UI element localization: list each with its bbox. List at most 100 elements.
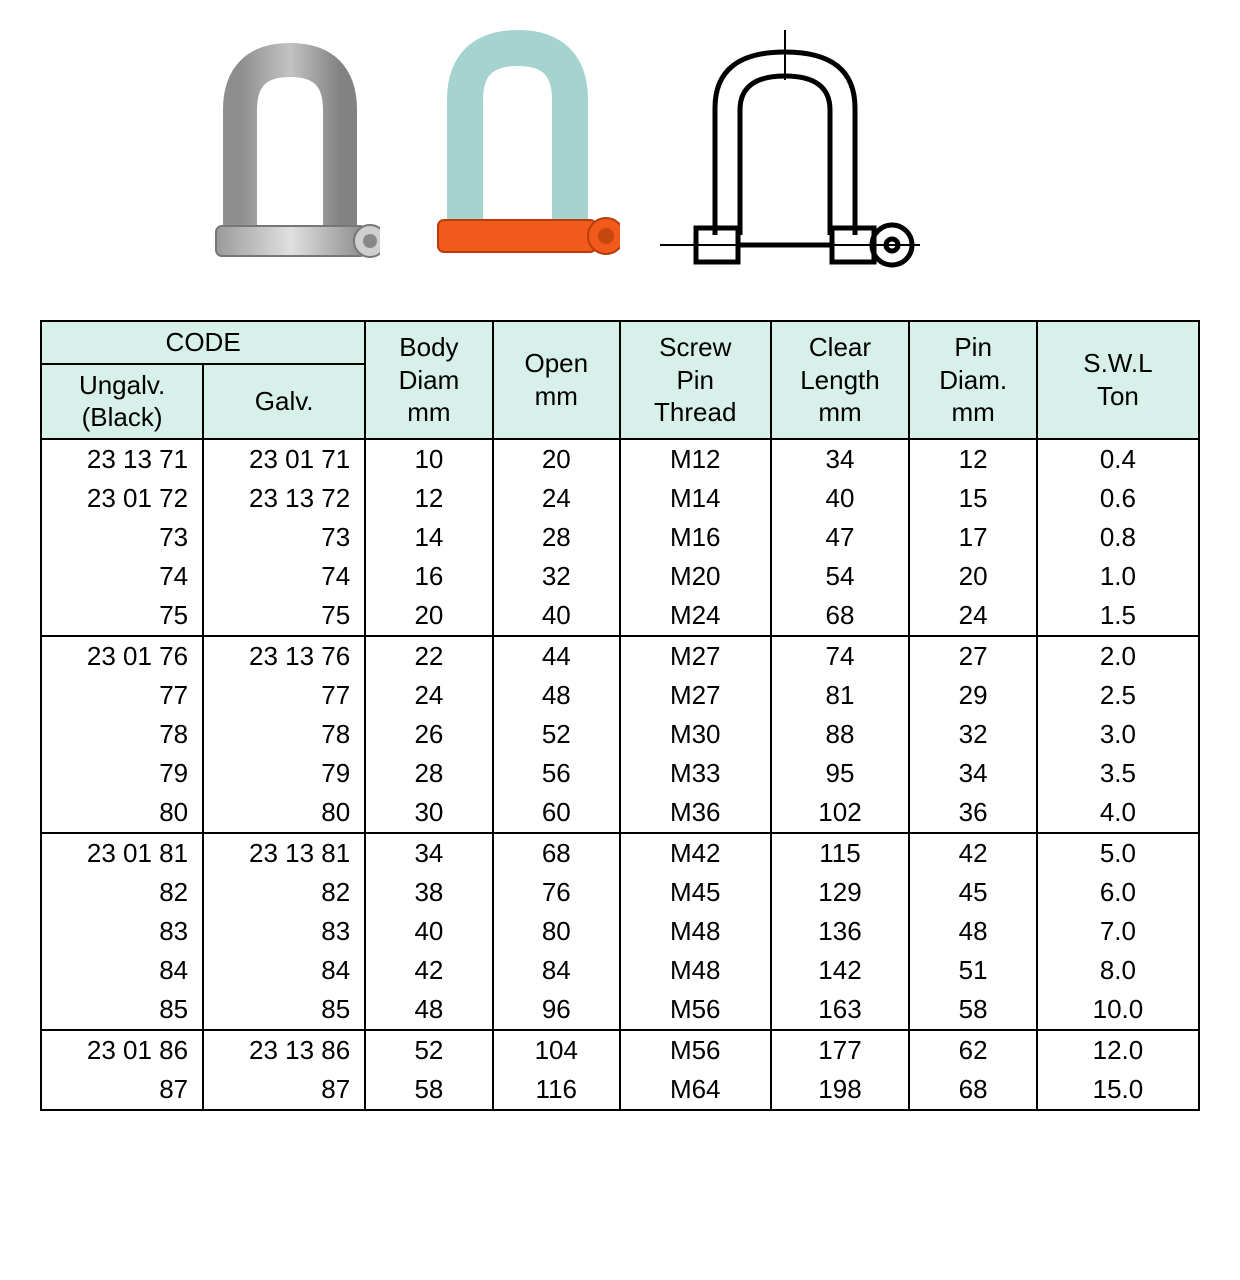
cell-ungalv: 75 (41, 596, 203, 636)
cell-pin-diam: 34 (909, 754, 1036, 793)
cell-swl: 3.5 (1037, 754, 1199, 793)
cell-body-diam: 40 (365, 912, 492, 951)
shackle-spec-table: CODE Body Diam mm Open mm Screw Pin Thre… (40, 320, 1200, 1111)
cell-galv: 78 (203, 715, 365, 754)
cell-clear-length: 115 (771, 833, 910, 873)
cell-swl: 1.5 (1037, 596, 1199, 636)
table-row: 79792856M3395343.5 (41, 754, 1199, 793)
cell-body-diam: 34 (365, 833, 492, 873)
cell-open: 44 (493, 636, 620, 676)
cell-swl: 0.6 (1037, 479, 1199, 518)
cell-screw-pin: M27 (620, 636, 771, 676)
table-row: 85854896M561635810.0 (41, 990, 1199, 1030)
cell-pin-diam: 27 (909, 636, 1036, 676)
cell-screw-pin: M20 (620, 557, 771, 596)
cell-galv: 83 (203, 912, 365, 951)
cell-body-diam: 10 (365, 439, 492, 479)
cell-pin-diam: 12 (909, 439, 1036, 479)
cell-body-diam: 58 (365, 1070, 492, 1110)
cell-body-diam: 24 (365, 676, 492, 715)
cell-swl: 0.8 (1037, 518, 1199, 557)
header-pin-diam: Pin Diam. mm (909, 321, 1036, 439)
cell-swl: 7.0 (1037, 912, 1199, 951)
table-row: 75752040M2468241.5 (41, 596, 1199, 636)
cell-open: 84 (493, 951, 620, 990)
cell-pin-diam: 32 (909, 715, 1036, 754)
table-row: 74741632M2054201.0 (41, 557, 1199, 596)
cell-ungalv: 23 01 72 (41, 479, 203, 518)
cell-clear-length: 40 (771, 479, 910, 518)
cell-open: 76 (493, 873, 620, 912)
cell-body-diam: 48 (365, 990, 492, 1030)
cell-ungalv: 79 (41, 754, 203, 793)
cell-galv: 23 01 71 (203, 439, 365, 479)
cell-ungalv: 23 01 76 (41, 636, 203, 676)
cell-galv: 79 (203, 754, 365, 793)
cell-body-diam: 20 (365, 596, 492, 636)
cell-ungalv: 23 01 81 (41, 833, 203, 873)
cell-open: 28 (493, 518, 620, 557)
header-body-diam: Body Diam mm (365, 321, 492, 439)
cell-open: 52 (493, 715, 620, 754)
cell-pin-diam: 62 (909, 1030, 1036, 1070)
cell-ungalv: 23 01 86 (41, 1030, 203, 1070)
cell-screw-pin: M56 (620, 990, 771, 1030)
cell-clear-length: 142 (771, 951, 910, 990)
cell-galv: 23 13 76 (203, 636, 365, 676)
cell-pin-diam: 51 (909, 951, 1036, 990)
cell-body-diam: 28 (365, 754, 492, 793)
cell-pin-diam: 20 (909, 557, 1036, 596)
table-row: 23 01 7223 13 721224M1440150.6 (41, 479, 1199, 518)
cell-swl: 10.0 (1037, 990, 1199, 1030)
cell-ungalv: 85 (41, 990, 203, 1030)
cell-pin-diam: 24 (909, 596, 1036, 636)
cell-open: 116 (493, 1070, 620, 1110)
cell-pin-diam: 45 (909, 873, 1036, 912)
cell-body-diam: 30 (365, 793, 492, 833)
cell-swl: 4.0 (1037, 793, 1199, 833)
cell-galv: 87 (203, 1070, 365, 1110)
cell-screw-pin: M48 (620, 912, 771, 951)
cell-pin-diam: 58 (909, 990, 1036, 1030)
cell-open: 104 (493, 1030, 620, 1070)
table-row: 23 01 8123 13 813468M42115425.0 (41, 833, 1199, 873)
cell-clear-length: 95 (771, 754, 910, 793)
cell-open: 80 (493, 912, 620, 951)
cell-galv: 23 13 72 (203, 479, 365, 518)
illustration-row (40, 30, 1200, 290)
table-row: 73731428M1647170.8 (41, 518, 1199, 557)
cell-clear-length: 163 (771, 990, 910, 1030)
table-row: 23 01 8623 13 8652104M561776212.0 (41, 1030, 1199, 1070)
cell-ungalv: 87 (41, 1070, 203, 1110)
cell-body-diam: 12 (365, 479, 492, 518)
cell-galv: 73 (203, 518, 365, 557)
cell-open: 32 (493, 557, 620, 596)
cell-screw-pin: M24 (620, 596, 771, 636)
cell-screw-pin: M64 (620, 1070, 771, 1110)
cell-ungalv: 78 (41, 715, 203, 754)
cell-screw-pin: M56 (620, 1030, 771, 1070)
cell-clear-length: 81 (771, 676, 910, 715)
cell-clear-length: 34 (771, 439, 910, 479)
header-swl: S.W.L Ton (1037, 321, 1199, 439)
cell-galv: 84 (203, 951, 365, 990)
cell-swl: 12.0 (1037, 1030, 1199, 1070)
cell-galv: 74 (203, 557, 365, 596)
cell-screw-pin: M16 (620, 518, 771, 557)
cell-open: 56 (493, 754, 620, 793)
cell-pin-diam: 15 (909, 479, 1036, 518)
table-row: 80803060M36102364.0 (41, 793, 1199, 833)
cell-galv: 23 13 86 (203, 1030, 365, 1070)
table-row: 23 13 7123 01 711020M1234120.4 (41, 439, 1199, 479)
cell-swl: 3.0 (1037, 715, 1199, 754)
cell-screw-pin: M14 (620, 479, 771, 518)
cell-clear-length: 88 (771, 715, 910, 754)
cell-swl: 8.0 (1037, 951, 1199, 990)
cell-swl: 15.0 (1037, 1070, 1199, 1110)
cell-clear-length: 102 (771, 793, 910, 833)
cell-open: 24 (493, 479, 620, 518)
header-clear-length: Clear Length mm (771, 321, 910, 439)
cell-pin-diam: 36 (909, 793, 1036, 833)
cell-ungalv: 23 13 71 (41, 439, 203, 479)
table-row: 78782652M3088323.0 (41, 715, 1199, 754)
